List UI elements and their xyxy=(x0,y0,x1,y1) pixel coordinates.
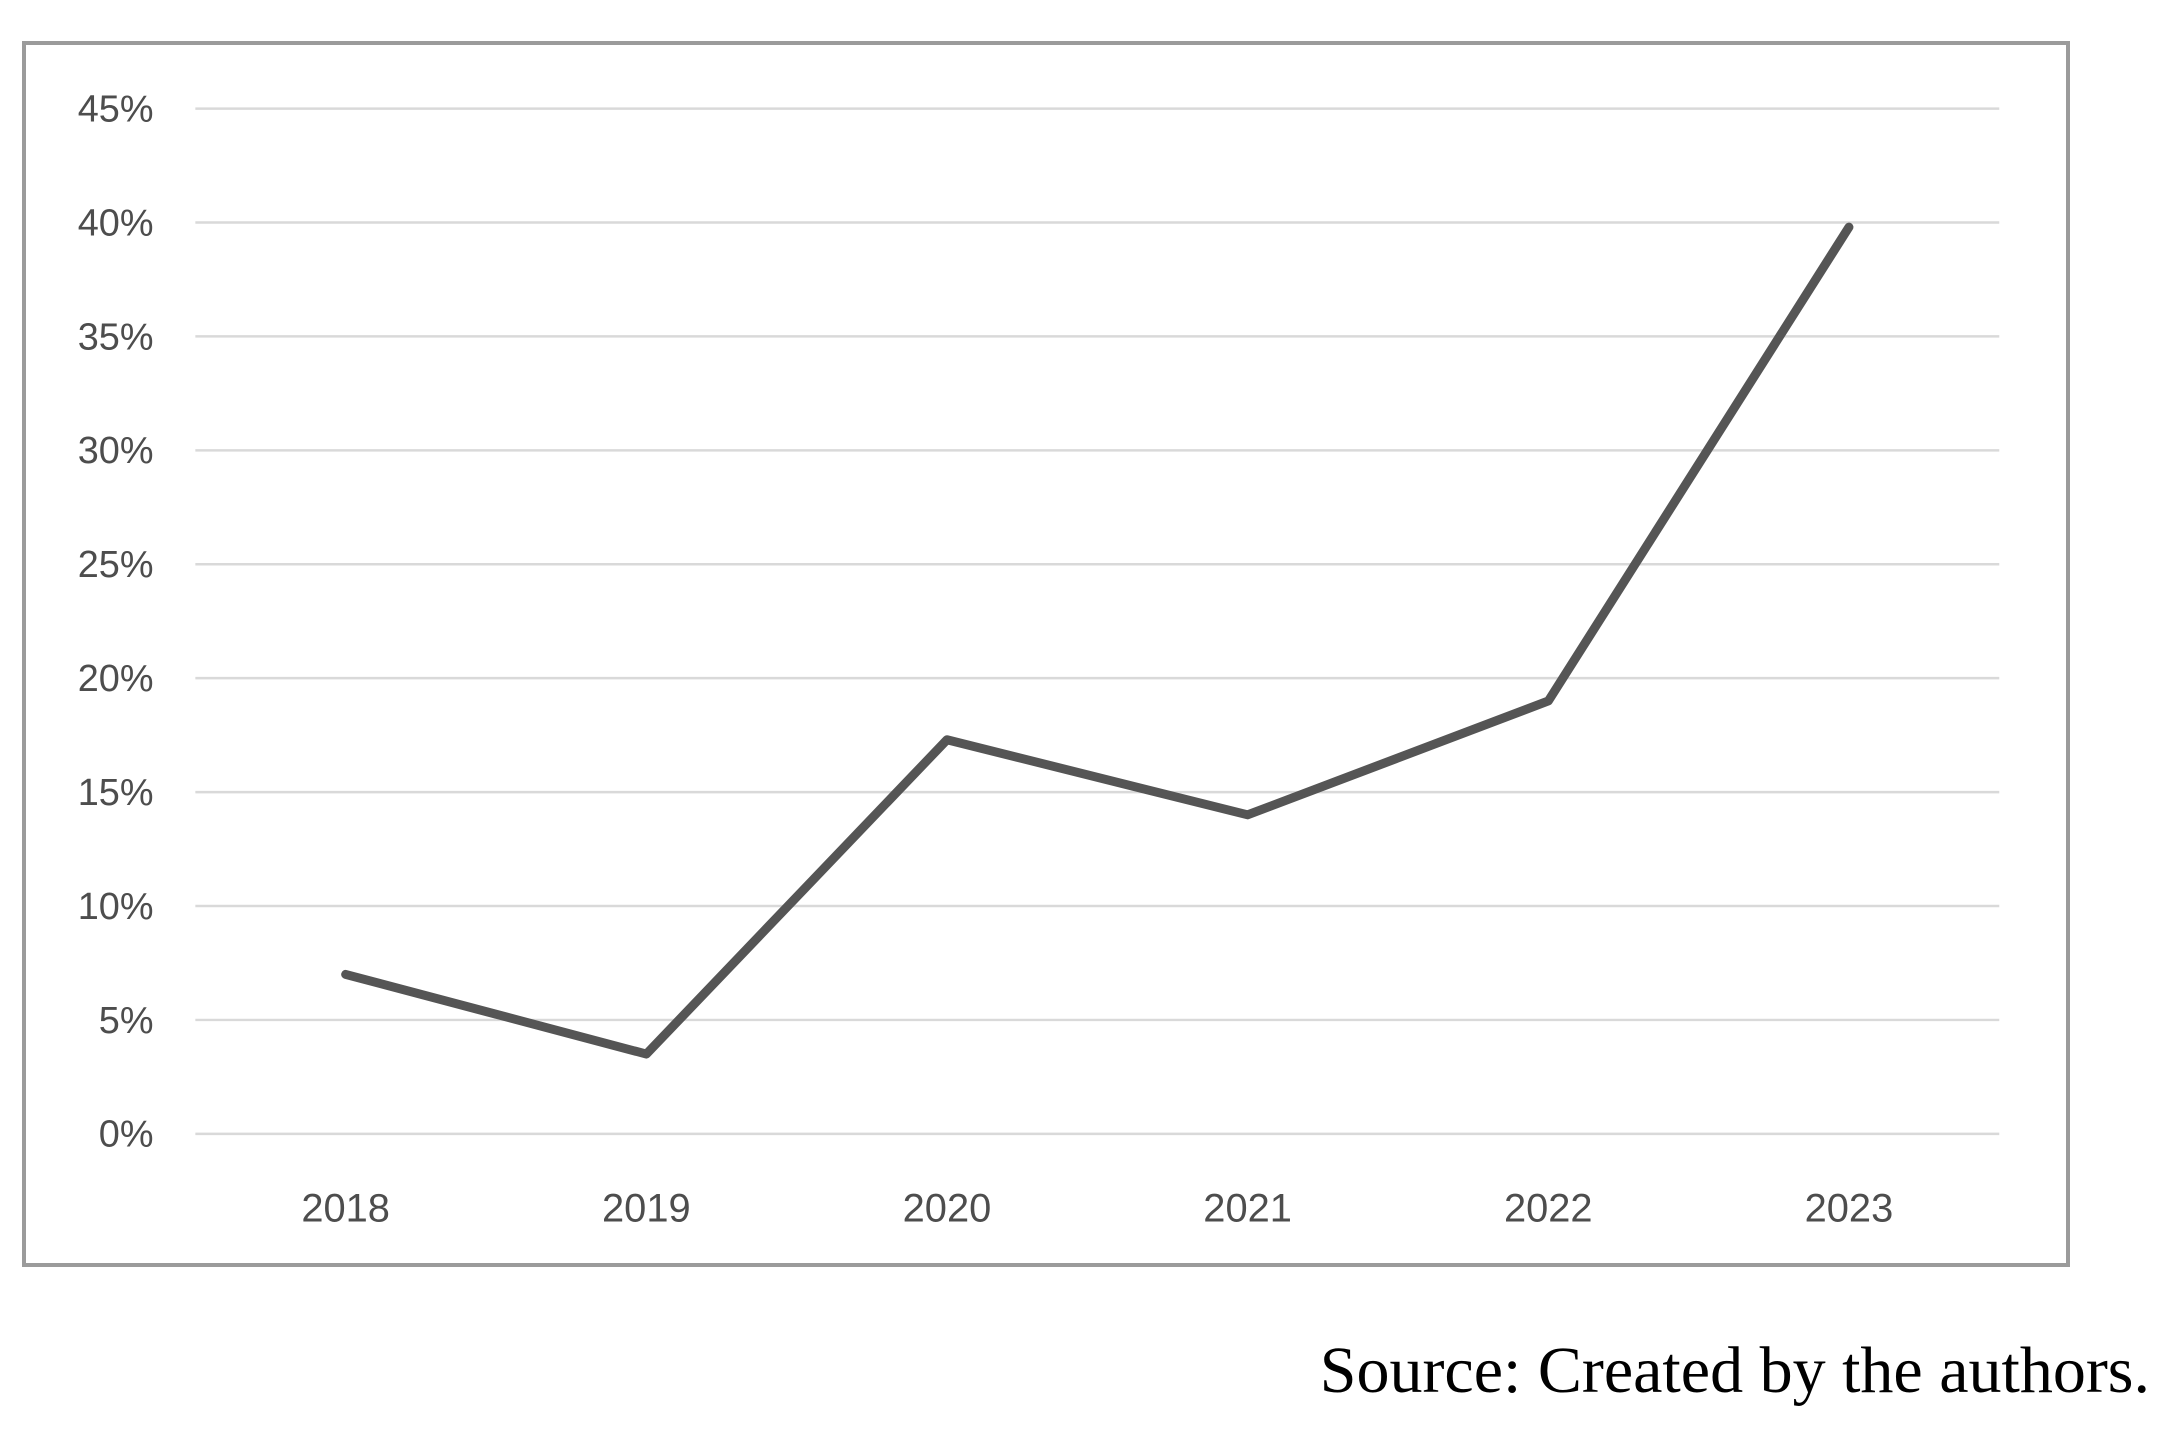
y-tick-label: 15% xyxy=(78,772,154,814)
x-tick-label: 2018 xyxy=(301,1186,390,1230)
y-tick-label: 10% xyxy=(78,886,154,928)
line-chart: 0% 5% 10% 15% 20% 25% 30% 35% 40% 45% 2018 2019 2020… xyxy=(78,89,2000,1230)
y-tick-label: 20% xyxy=(78,658,154,700)
y-tick-label: 40% xyxy=(78,202,154,244)
chart-box: 0% 5% 10% 15% 20% 25% 30% 35% 40% 45% 2018 2019 2020… xyxy=(22,41,2070,1267)
y-tick-label: 25% xyxy=(78,544,154,586)
y-tick-label: 30% xyxy=(78,430,154,472)
data-series-line xyxy=(341,222,1854,1059)
source-caption: Source: Created by the authors. xyxy=(1319,1334,2150,1407)
y-tick-label: 0% xyxy=(99,1114,154,1156)
x-tick-label: 2019 xyxy=(602,1186,691,1230)
x-tick-label: 2023 xyxy=(1805,1186,1894,1230)
x-tick-label: 2020 xyxy=(903,1186,992,1230)
y-tick-label: 35% xyxy=(78,316,154,358)
x-tick-label: 2021 xyxy=(1203,1186,1292,1230)
x-tick-label: 2022 xyxy=(1504,1186,1593,1230)
y-tick-label: 5% xyxy=(99,1000,154,1042)
y-tick-label: 45% xyxy=(78,89,154,131)
